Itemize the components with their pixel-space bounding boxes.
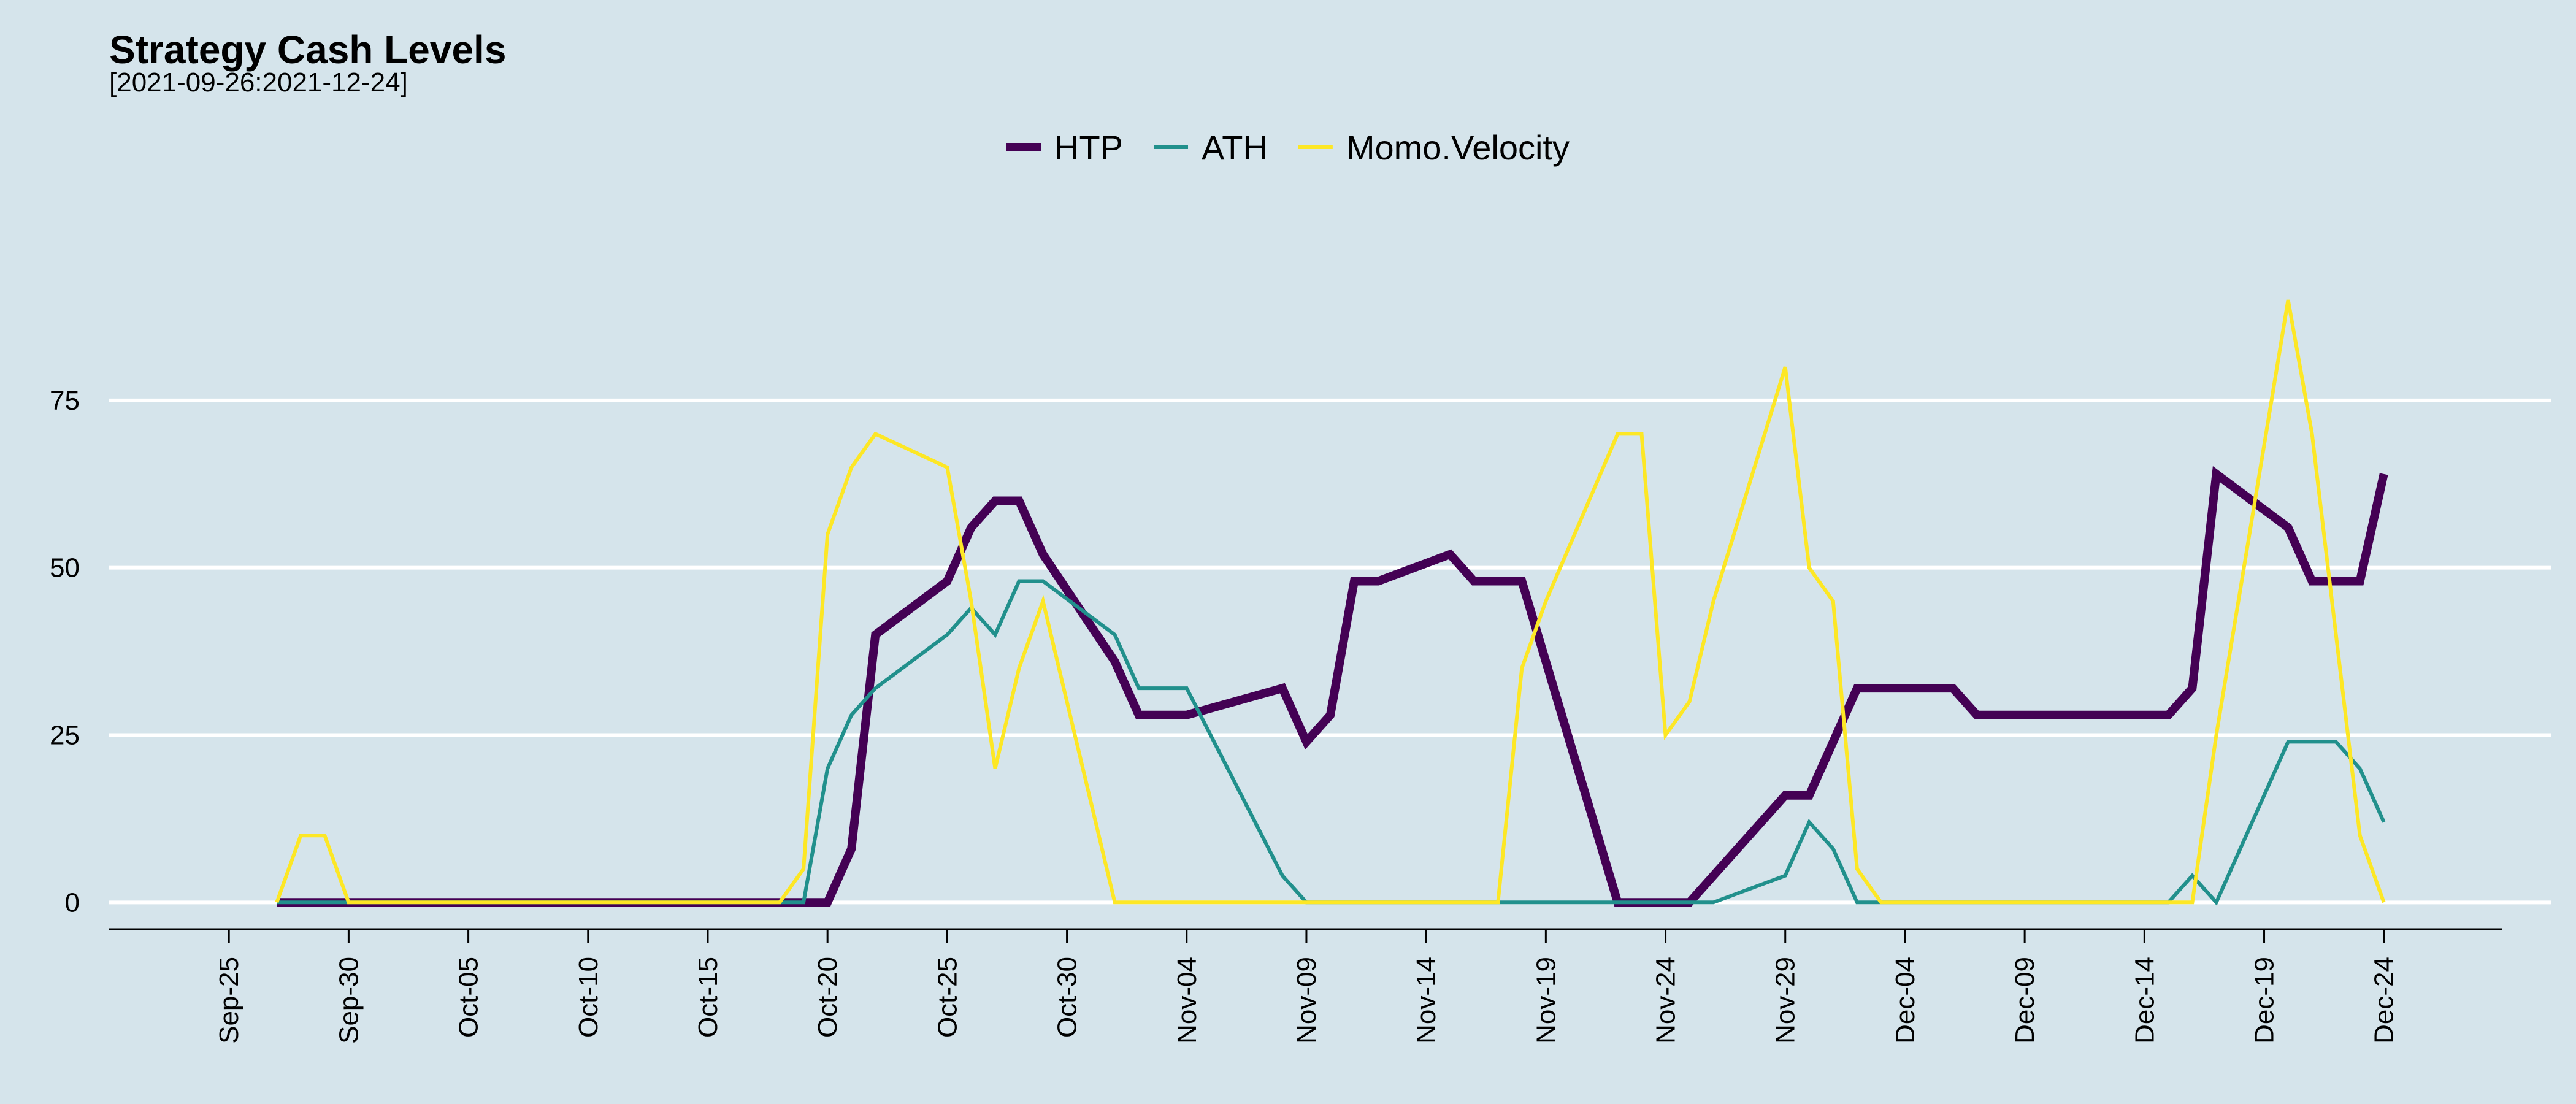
x-tick-label: Oct-15 xyxy=(693,957,723,1038)
x-tick-label: Oct-20 xyxy=(813,957,843,1038)
x-tick-label: Nov-14 xyxy=(1411,957,1441,1044)
x-tick-label: Dec-04 xyxy=(1890,957,1920,1044)
series-line-ath xyxy=(277,579,2386,906)
legend-label: Momo.Velocity xyxy=(1346,128,1570,167)
y-tick-label: 0 xyxy=(65,887,80,918)
x-tick-label: Sep-25 xyxy=(214,957,244,1044)
x-tick-label: Oct-10 xyxy=(573,957,604,1038)
x-tick-label: Oct-05 xyxy=(454,957,484,1038)
x-tick-label: Nov-09 xyxy=(1292,957,1322,1044)
x-tick-label: Oct-25 xyxy=(932,957,962,1038)
x-tick-label: Dec-14 xyxy=(2129,957,2160,1044)
chart-title: Strategy Cash Levels xyxy=(109,28,507,72)
x-tick-label: Dec-09 xyxy=(2010,957,2040,1044)
series-line-momo-velocity xyxy=(275,299,2386,905)
x-tick-label: Sep-30 xyxy=(334,957,364,1044)
x-tick-label: Nov-24 xyxy=(1651,957,1681,1044)
gridlines xyxy=(109,398,2551,905)
x-tick-label: Oct-30 xyxy=(1052,957,1083,1038)
x-tick-label: Nov-29 xyxy=(1771,957,1801,1044)
legend: HTP ATH Momo.Velocity xyxy=(1006,128,1570,167)
series-line-htp xyxy=(277,466,2388,907)
y-tick-label: 25 xyxy=(50,721,80,751)
legend-label: ATH xyxy=(1202,128,1268,167)
x-tick-label: Dec-24 xyxy=(2369,957,2399,1044)
y-tick-label: 75 xyxy=(50,386,80,416)
y-ticks: 0 25 50 75 xyxy=(50,386,80,918)
legend-label: HTP xyxy=(1054,128,1123,167)
x-ticks: Sep-25 Sep-30 Oct-05 Oct-10 Oct-15 Oct-20 Oct-… xyxy=(214,929,2399,1044)
x-tick-label: Dec-19 xyxy=(2250,957,2280,1044)
y-tick-label: 50 xyxy=(50,553,80,583)
x-tick-label: Nov-19 xyxy=(1531,957,1561,1044)
x-tick-label: Nov-04 xyxy=(1172,957,1202,1044)
series-lines xyxy=(275,299,2388,907)
chart-subtitle: [2021-09-26:2021-12-24] xyxy=(109,67,408,98)
